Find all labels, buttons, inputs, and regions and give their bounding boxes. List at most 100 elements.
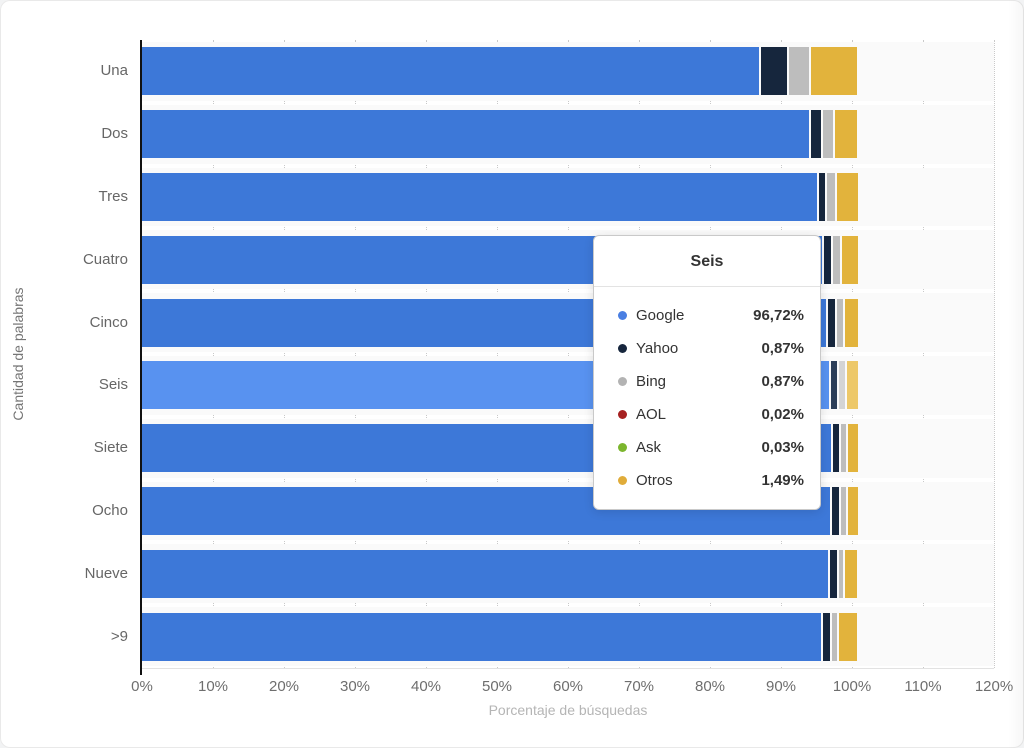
tooltip-row-google: Google 96,72%	[594, 299, 820, 332]
legend-dot-yahoo-icon	[618, 344, 627, 353]
category-label-Nueve: Nueve	[84, 564, 128, 582]
bar-Dos[interactable]	[142, 110, 858, 159]
bar-segment-yahoo[interactable]	[830, 361, 837, 410]
tooltip-row-bing: Bing 0,87%	[594, 365, 820, 398]
bar->9[interactable]	[142, 612, 858, 661]
y-axis-line	[140, 40, 142, 675]
bar-segment-google[interactable]	[142, 110, 810, 159]
tooltip-series-name: Otros	[636, 472, 673, 489]
bar-segment-yahoo[interactable]	[819, 173, 826, 221]
category-label-Una: Una	[100, 62, 128, 80]
category-label-Dos: Dos	[101, 125, 128, 143]
category-label-Siete: Siete	[93, 439, 128, 457]
x-tick-label: 0%	[131, 678, 153, 695]
bar-segment-google[interactable]	[142, 612, 821, 661]
category-label-Seis: Seis	[98, 376, 128, 394]
gridline	[497, 40, 498, 668]
tooltip-series-value: 0,87%	[761, 340, 804, 357]
bar-segment-otros[interactable]	[837, 173, 858, 221]
x-tick-label: 30%	[339, 678, 371, 695]
category-label-Cinco: Cinco	[89, 313, 128, 331]
bar-segment-otros[interactable]	[847, 487, 858, 535]
x-axis-line	[142, 668, 994, 669]
bar-segment-yahoo[interactable]	[760, 47, 787, 96]
tooltip-rows: Google 96,72% Yahoo 0,87% Bing 0,87% AOL 0,02% A…	[594, 287, 820, 509]
bar-segment-otros[interactable]	[844, 298, 858, 347]
bar-segment-otros[interactable]	[811, 47, 858, 96]
bar-Tres[interactable]	[142, 173, 858, 221]
bar-segment-otros[interactable]	[845, 549, 858, 598]
bar-segment-otros[interactable]	[838, 612, 858, 661]
gridline	[426, 40, 427, 668]
bar-segment-bing[interactable]	[841, 487, 846, 535]
bar-segment-bing[interactable]	[836, 298, 843, 347]
gridline	[994, 40, 995, 668]
bar-segment-yahoo[interactable]	[824, 235, 832, 284]
x-tick-label: 100%	[832, 678, 872, 695]
gridline	[213, 40, 214, 668]
bar-segment-yahoo[interactable]	[828, 298, 835, 347]
legend-dot-bing-icon	[618, 377, 627, 386]
bar-Una[interactable]	[142, 47, 858, 96]
x-tick-label: 80%	[694, 678, 726, 695]
tooltip-row-aol: AOL 0,02%	[594, 398, 820, 431]
bar-segment-bing[interactable]	[827, 173, 836, 221]
bar-segment-bing[interactable]	[831, 612, 837, 661]
x-tick-label: 70%	[623, 678, 655, 695]
bar-segment-otros[interactable]	[847, 361, 858, 410]
x-tick-label: 50%	[481, 678, 513, 695]
x-tick-label: 20%	[268, 678, 300, 695]
category-label-Ocho: Ocho	[92, 502, 128, 519]
x-tick-label: 120%	[974, 678, 1014, 695]
gridline	[284, 40, 285, 668]
legend-dot-aol-icon	[618, 410, 627, 419]
x-tick-label: 40%	[410, 678, 442, 695]
bar-Nueve[interactable]	[142, 549, 858, 598]
tooltip-series-name: Bing	[636, 373, 667, 390]
bar-segment-yahoo[interactable]	[822, 612, 830, 661]
tooltip-divider	[594, 286, 820, 287]
bar-segment-yahoo[interactable]	[811, 110, 821, 159]
tooltip-series-value: 0,03%	[761, 439, 804, 456]
category-label->9: >9	[110, 627, 128, 645]
gridline	[568, 40, 569, 668]
tooltip-series-value: 0,02%	[761, 406, 804, 423]
tooltip-series-name: Google	[636, 307, 685, 324]
x-axis-title: Porcentaje de búsquedas	[488, 702, 648, 718]
tooltip-series-name: Yahoo	[636, 340, 679, 357]
tooltip-series-value: 0,87%	[761, 373, 804, 390]
bar-segment-bing[interactable]	[833, 235, 840, 284]
category-label-Tres: Tres	[98, 188, 128, 205]
x-tick-label: 90%	[765, 678, 797, 695]
tooltip: Seis Google 96,72% Yahoo 0,87% Bing 0,87% AOL 0…	[593, 235, 821, 510]
bar-segment-bing[interactable]	[841, 424, 847, 473]
tooltip-series-value: 1,49%	[761, 472, 804, 489]
tooltip-series-value: 96,72%	[753, 307, 804, 324]
tooltip-series-name: AOL	[636, 406, 667, 423]
x-tick-label: 60%	[552, 678, 584, 695]
bar-segment-otros[interactable]	[842, 235, 858, 284]
bar-segment-bing[interactable]	[838, 361, 846, 410]
gridline	[355, 40, 356, 668]
bar-segment-bing[interactable]	[838, 549, 844, 598]
gridline	[852, 40, 853, 668]
x-tick-label: 10%	[197, 678, 229, 695]
bar-segment-yahoo[interactable]	[829, 549, 837, 598]
plot-area	[142, 40, 995, 668]
bar-segment-google[interactable]	[142, 47, 759, 96]
bar-segment-google[interactable]	[142, 173, 818, 221]
bar-segment-yahoo[interactable]	[832, 424, 840, 473]
legend-dot-google-icon	[618, 311, 627, 320]
tooltip-series-name: Ask	[636, 439, 662, 456]
tooltip-row-otros: Otros 1,49%	[594, 464, 820, 497]
x-tick-label: 110%	[904, 678, 942, 695]
bar-segment-bing[interactable]	[822, 110, 833, 159]
bar-segment-google[interactable]	[142, 549, 828, 598]
tooltip-row-ask: Ask 0,03%	[594, 431, 820, 464]
bar-segment-yahoo[interactable]	[831, 487, 840, 535]
bar-segment-otros[interactable]	[834, 110, 858, 159]
bar-segment-bing[interactable]	[788, 47, 810, 96]
bar-segment-otros[interactable]	[848, 424, 858, 473]
tooltip-title: Seis	[690, 253, 724, 270]
